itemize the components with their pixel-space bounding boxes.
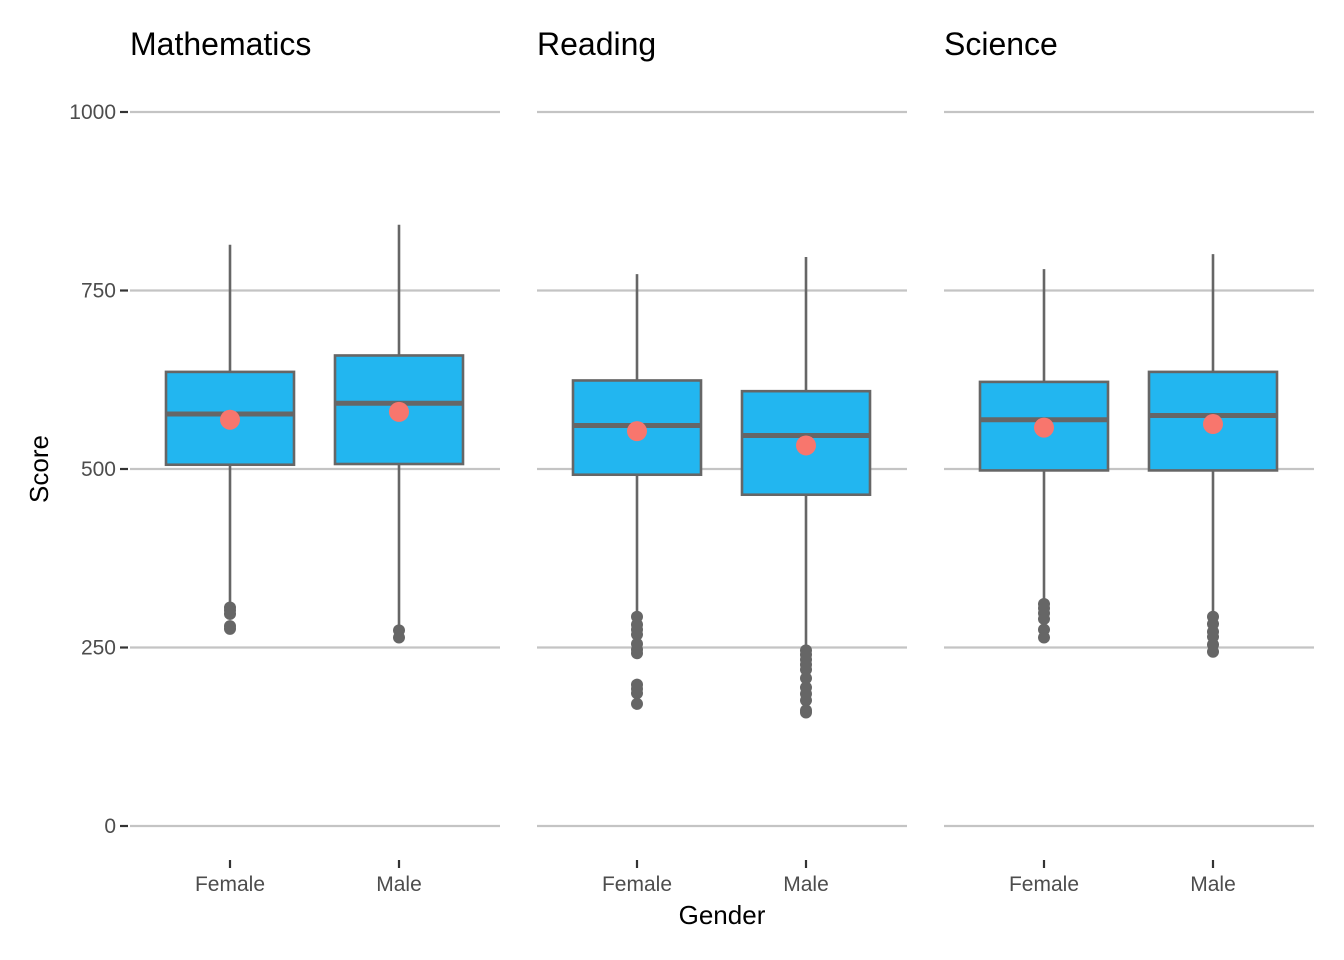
x-tick-label: Female xyxy=(195,873,265,896)
y-tick-label: 500 xyxy=(81,458,116,481)
outlier-point xyxy=(631,687,643,700)
box-group-female xyxy=(571,274,703,710)
facet-title: Science xyxy=(944,26,1058,62)
mean-point xyxy=(220,409,240,430)
mean-point xyxy=(796,435,816,456)
mean-point xyxy=(1034,417,1054,438)
outlier-point xyxy=(800,706,812,719)
outlier-point xyxy=(800,694,812,707)
box-group-male xyxy=(1147,254,1279,658)
outlier-point xyxy=(631,628,643,641)
outlier-point xyxy=(1038,612,1050,625)
y-axis-title: Score xyxy=(24,435,54,503)
y-tick-label: 250 xyxy=(81,637,116,660)
box-group-male xyxy=(740,256,872,719)
mean-point xyxy=(1203,414,1223,435)
box-group-female xyxy=(164,244,296,635)
outlier-point xyxy=(800,672,812,685)
outlier-point xyxy=(631,647,643,660)
mean-point xyxy=(627,421,647,442)
facet-title: Mathematics xyxy=(130,26,311,62)
x-tick-label: Male xyxy=(783,873,829,896)
outlier-point xyxy=(631,697,643,710)
outlier-point xyxy=(224,622,236,635)
facet-panel-mathematics: Mathematics Female Male xyxy=(130,26,500,896)
box-group-female xyxy=(978,269,1110,644)
facet-panel-reading: Reading Female Male xyxy=(537,26,907,896)
outlier-point xyxy=(1038,631,1050,644)
outlier-point xyxy=(1207,645,1219,658)
mean-point xyxy=(389,401,409,422)
x-axis-title: Gender xyxy=(679,900,766,930)
x-tick-label: Male xyxy=(1190,873,1236,896)
y-tick-label: 1000 xyxy=(69,101,116,124)
x-tick-label: Female xyxy=(1009,873,1079,896)
facet-panel-science: Science Female Male xyxy=(944,26,1314,896)
outlier-point xyxy=(224,607,236,620)
y-axis: 0 250 500 750 1000 xyxy=(69,101,128,838)
facet-title: Reading xyxy=(537,26,656,62)
outlier-point xyxy=(800,663,812,676)
box-group-male xyxy=(333,224,465,644)
x-tick-label: Female xyxy=(602,873,672,896)
y-tick-label: 750 xyxy=(81,280,116,303)
x-tick-label: Male xyxy=(376,873,422,896)
y-tick-label: 0 xyxy=(104,815,116,838)
outlier-point xyxy=(393,631,405,644)
